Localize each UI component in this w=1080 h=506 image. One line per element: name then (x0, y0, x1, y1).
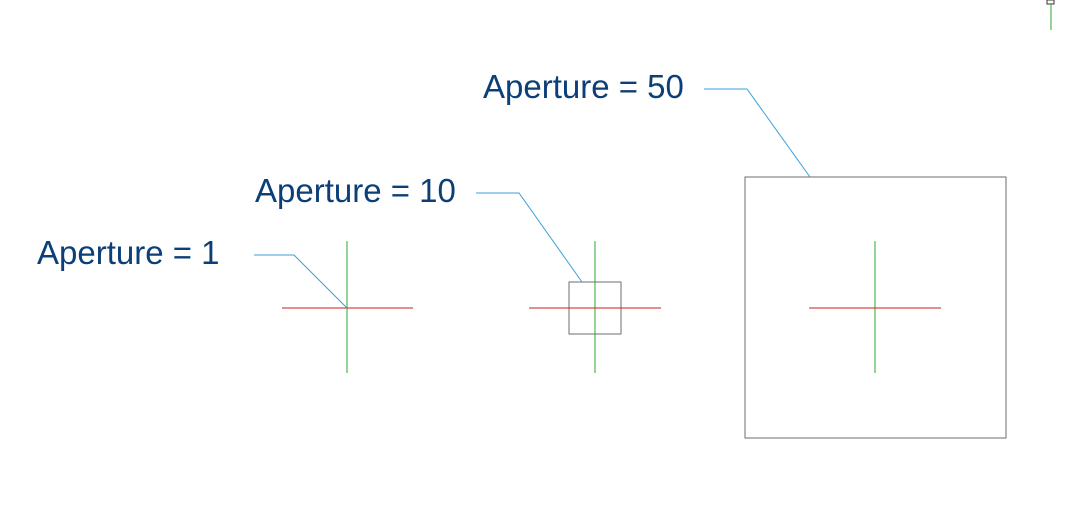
aperture-1-group: Aperture = 1 (37, 234, 413, 373)
label-aperture-10: Aperture = 10 (255, 172, 456, 209)
aperture-50-group: Aperture = 50 (483, 68, 1007, 439)
leader-line-50 (704, 88, 811, 178)
corner-marker (1046, 0, 1055, 30)
leader-line-1 (254, 254, 348, 309)
leader-line-10 (476, 192, 583, 283)
aperture-50-box (744, 176, 1007, 439)
label-aperture-50: Aperture = 50 (483, 68, 684, 105)
label-aperture-1: Aperture = 1 (37, 234, 220, 271)
aperture-10-group: Aperture = 10 (255, 172, 661, 373)
